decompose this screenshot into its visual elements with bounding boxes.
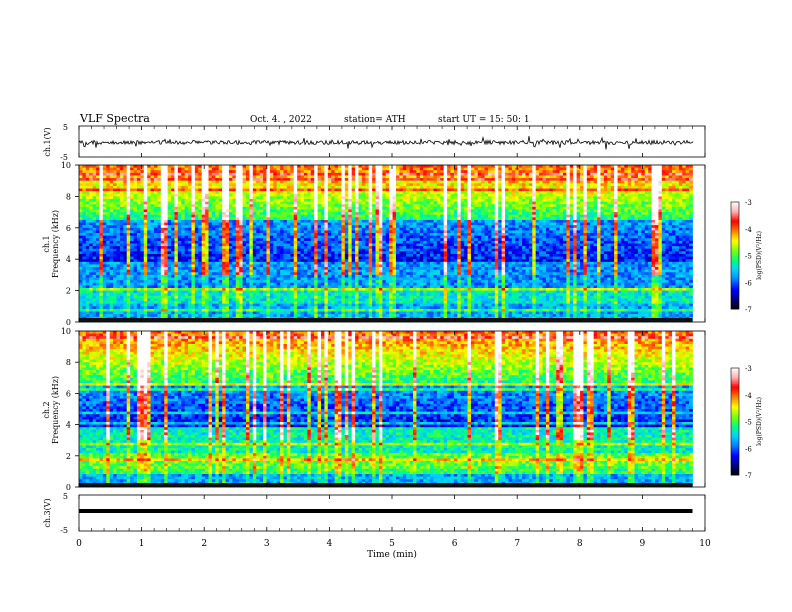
xtick-label: 5 xyxy=(389,539,395,549)
ytick-label: 6 xyxy=(66,389,71,398)
ytick-label: 2 xyxy=(66,452,71,461)
colorbar-ch2: -3 -4 -5 -6 -7 log(PSD)(V²/Hz) xyxy=(731,365,763,480)
ch2-channel-label: ch.2 xyxy=(42,401,51,418)
xtick-label: 0 xyxy=(76,539,82,549)
colorbar-tick: -5 xyxy=(745,253,752,261)
xtick-label: 1 xyxy=(139,539,145,549)
colorbar-label: log(PSD)(V²/Hz) xyxy=(756,231,763,280)
colorbar-ch1: -3 -4 -5 -6 -7 log(PSD)(V²/Hz) xyxy=(731,199,763,314)
colorbar-tick: -6 xyxy=(745,445,752,453)
colorbar-tick: -4 xyxy=(745,226,752,234)
xtick-label: 4 xyxy=(327,539,333,549)
ch3-ytick-top: 5 xyxy=(63,492,68,501)
xtick-label: 10 xyxy=(699,539,711,549)
ch3-waveform-ylabel: ch.3(V) xyxy=(43,498,52,527)
ch1-spectrogram-panel: 0 2 4 6 8 10 ch.1 Frequency (kHz) xyxy=(42,161,705,327)
xtick-label: 7 xyxy=(514,539,520,549)
ytick-label: 4 xyxy=(66,421,71,430)
ytick-label: 8 xyxy=(66,358,71,367)
xtick-label: 3 xyxy=(264,539,270,549)
xtick-label: 8 xyxy=(577,539,583,549)
ytick-label: 0 xyxy=(66,483,71,492)
ytick-label: 2 xyxy=(66,287,71,296)
ytick-label: 6 xyxy=(66,224,71,233)
xtick-label: 6 xyxy=(452,539,458,549)
colorbar-tick: -3 xyxy=(745,365,752,373)
colorbar-label: log(PSD)(V²/Hz) xyxy=(756,397,763,446)
ch1-waveform-ylabel: ch.1(V) xyxy=(43,127,52,156)
ch2-spectrogram-panel: 0 2 4 6 8 10 ch.2 Frequency (kHz) xyxy=(42,327,705,492)
ch1-freq-label: Frequency (kHz) xyxy=(51,210,60,278)
ch1-waveform-panel: 5 -5 ch.1(V) xyxy=(43,123,705,162)
ch3-ytick-bottom: -5 xyxy=(60,526,68,535)
xtick-label: 9 xyxy=(640,539,646,549)
colorbar-tick: -7 xyxy=(745,306,752,314)
ch3-waveform-panel: 5 -5 ch.3(V) xyxy=(43,492,705,535)
colorbar-tick: -6 xyxy=(745,279,752,287)
colorbar-tick: -7 xyxy=(745,472,752,480)
colorbar-tick: -4 xyxy=(745,392,752,400)
ch1-spectrogram-image xyxy=(79,165,693,322)
ch1-channel-label: ch.1 xyxy=(42,235,51,252)
ch1-ytick-top: 5 xyxy=(63,123,68,132)
ch2-freq-label: Frequency (kHz) xyxy=(51,376,60,444)
colorbar-tick: -5 xyxy=(745,419,752,427)
ytick-label: 10 xyxy=(61,161,71,170)
ytick-label: 10 xyxy=(61,327,71,336)
colorbar-tick: -3 xyxy=(745,199,752,207)
ch3-waveform-line xyxy=(79,509,693,513)
ytick-label: 8 xyxy=(66,192,71,201)
ytick-label: 0 xyxy=(66,318,71,327)
xtick-label: 2 xyxy=(201,539,207,549)
ytick-label: 4 xyxy=(66,255,71,264)
x-axis-label: Time (min) xyxy=(367,549,417,560)
ch2-spectrogram-image xyxy=(79,331,693,487)
